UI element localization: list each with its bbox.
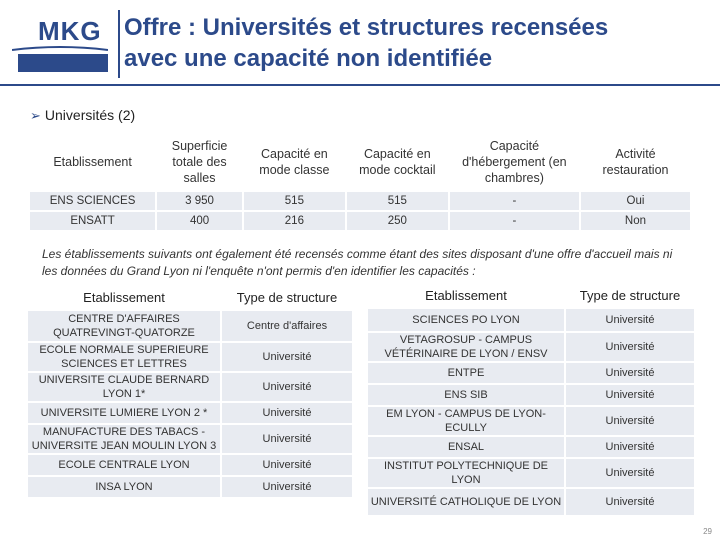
table-cell: Oui bbox=[580, 192, 690, 210]
col-header-capacite-classe: Capacité en mode classe bbox=[259, 147, 330, 177]
table-cell: ENSATT bbox=[30, 212, 156, 230]
table-cell: 515 bbox=[243, 192, 345, 210]
col-header-etablissement: Etablissement bbox=[83, 289, 165, 305]
table-cell: Université bbox=[566, 385, 694, 405]
table-cell: SCIENCES PO LYON bbox=[368, 309, 564, 331]
table-header-row: Etablissement Type de structure bbox=[28, 285, 352, 309]
table-cell: 250 bbox=[346, 212, 448, 230]
table-cell: ENSAL bbox=[368, 437, 564, 457]
table-cell: ENS SIB bbox=[368, 385, 564, 405]
table-row: ENSAL Université bbox=[368, 437, 694, 457]
table-cell: Université bbox=[566, 333, 694, 361]
table-cell: 400 bbox=[157, 212, 242, 230]
col-header-etablissement: Etablissement bbox=[425, 287, 507, 303]
table-cell: Université bbox=[222, 477, 352, 497]
table-cell: MANUFACTURE DES TABACS - UNIVERSITE JEAN… bbox=[28, 425, 220, 453]
table-row: UNIVERSITE CLAUDE BERNARD LYON 1* Univer… bbox=[28, 373, 352, 401]
table-cell: UNIVERSITE LUMIERE LYON 2 * bbox=[28, 403, 220, 423]
table-cell: INSA LYON bbox=[28, 477, 220, 497]
slide-title: Offre : Universités et structures recens… bbox=[124, 12, 608, 74]
table-row: ENS SCIENCES 3 950 515 515 - Oui bbox=[30, 192, 690, 210]
col-header-type: Type de structure bbox=[579, 287, 681, 303]
table-cell: UNIVERSITÉ CATHOLIQUE DE LYON bbox=[368, 489, 564, 515]
title-divider bbox=[118, 10, 120, 78]
col-header-superficie: Superficie totale des salles bbox=[171, 139, 228, 185]
table-cell: 515 bbox=[346, 192, 448, 210]
table-cell: CENTRE D'AFFAIRES QUATREVINGT-QUATORZE bbox=[28, 311, 220, 341]
note-paragraph: Les établissements suivants ont égalemen… bbox=[42, 247, 673, 278]
table-row: UNIVERSITÉ CATHOLIQUE DE LYON Université bbox=[368, 489, 694, 515]
table-cell: - bbox=[449, 192, 579, 210]
table-cell: Université bbox=[222, 425, 352, 453]
table-cell: Université bbox=[566, 489, 694, 515]
table-row: ENSATT 400 216 250 - Non bbox=[30, 212, 690, 230]
table-row: MANUFACTURE DES TABACS - UNIVERSITE JEAN… bbox=[28, 425, 352, 453]
table-row: ECOLE NORMALE SUPERIEURE SCIENCES ET LET… bbox=[28, 343, 352, 371]
table-row: ECOLE CENTRALE LYON Université bbox=[28, 455, 352, 475]
section-heading: ➢ Universités (2) bbox=[30, 107, 135, 124]
universities-table: Etablissement Superficie totale des sall… bbox=[28, 132, 692, 232]
table-row: ENTPE Université bbox=[368, 363, 694, 383]
table-row: CENTRE D'AFFAIRES QUATREVINGT-QUATORZE C… bbox=[28, 311, 352, 341]
slide-header: MKG HOSPITALITY Offre : Universités et s… bbox=[0, 0, 720, 112]
table-row: VETAGROSUP - CAMPUS VÉTÉRINAIRE DE LYON … bbox=[368, 333, 694, 361]
logo-bar: HOSPITALITY bbox=[18, 54, 108, 112]
table-cell: Université bbox=[222, 403, 352, 423]
header-rule bbox=[0, 84, 720, 86]
table-cell: Université bbox=[566, 309, 694, 331]
mkg-hospitality-logo: MKG HOSPITALITY bbox=[8, 10, 108, 112]
table-cell: Non bbox=[580, 212, 690, 230]
table-cell: - bbox=[449, 212, 579, 230]
table-cell: Université bbox=[222, 373, 352, 401]
col-header-etablissement: Etablissement bbox=[53, 155, 132, 169]
col-header-restauration: Activité restauration bbox=[602, 147, 669, 177]
table-cell: VETAGROSUP - CAMPUS VÉTÉRINAIRE DE LYON … bbox=[368, 333, 564, 361]
arrow-bullet-icon: ➢ bbox=[30, 108, 41, 123]
table-cell: Université bbox=[566, 459, 694, 487]
table-cell: ENS SCIENCES bbox=[30, 192, 156, 210]
table-cell: EM LYON - CAMPUS DE LYON-ECULLY bbox=[368, 407, 564, 435]
col-header-type: Type de structure bbox=[236, 289, 338, 305]
structures-table-right: Etablissement Type de structure SCIENCES… bbox=[366, 281, 696, 517]
logo-swoosh-icon bbox=[12, 46, 108, 51]
table-row: ENS SIB Université bbox=[368, 385, 694, 405]
table-row: INSA LYON Université bbox=[28, 477, 352, 497]
logo-text: MKG bbox=[38, 16, 102, 46]
table-cell: Université bbox=[566, 363, 694, 383]
table-cell: Université bbox=[222, 343, 352, 371]
table-header-row: Etablissement Type de structure bbox=[368, 283, 694, 307]
table-cell: ECOLE CENTRALE LYON bbox=[28, 455, 220, 475]
col-header-capacite-hebergement: Capacité d'hébergement (en chambres) bbox=[462, 139, 567, 185]
table-header-row: Etablissement Superficie totale des sall… bbox=[30, 134, 690, 190]
table-cell: ENTPE bbox=[368, 363, 564, 383]
structures-table-left: Etablissement Type de structure CENTRE D… bbox=[26, 283, 354, 499]
table-cell: 3 950 bbox=[157, 192, 242, 210]
col-header-capacite-cocktail: Capacité en mode cocktail bbox=[359, 147, 436, 177]
section-heading-text: Universités (2) bbox=[44, 107, 136, 123]
table-cell: ECOLE NORMALE SUPERIEURE SCIENCES ET LET… bbox=[28, 343, 220, 371]
table-cell: UNIVERSITE CLAUDE BERNARD LYON 1* bbox=[28, 373, 220, 401]
table-row: EM LYON - CAMPUS DE LYON-ECULLY Universi… bbox=[368, 407, 694, 435]
title-line-2: avec une capacité non identifiée bbox=[124, 45, 493, 72]
table-cell: INSTITUT POLYTECHNIQUE DE LYON bbox=[368, 459, 564, 487]
table-cell: Université bbox=[566, 407, 694, 435]
table-row: SCIENCES PO LYON Université bbox=[368, 309, 694, 331]
page-number: 29 bbox=[703, 527, 712, 536]
table-cell: 216 bbox=[243, 212, 345, 230]
table-cell: Université bbox=[566, 437, 694, 457]
table-cell: Centre d'affaires bbox=[222, 311, 352, 341]
table-row: INSTITUT POLYTECHNIQUE DE LYON Universit… bbox=[368, 459, 694, 487]
logo-subtext: HOSPITALITY bbox=[30, 100, 106, 112]
table-row: UNIVERSITE LUMIERE LYON 2 * Université bbox=[28, 403, 352, 423]
table-cell: Université bbox=[222, 455, 352, 475]
title-line-1: Offre : Universités et structures recens… bbox=[124, 14, 609, 41]
